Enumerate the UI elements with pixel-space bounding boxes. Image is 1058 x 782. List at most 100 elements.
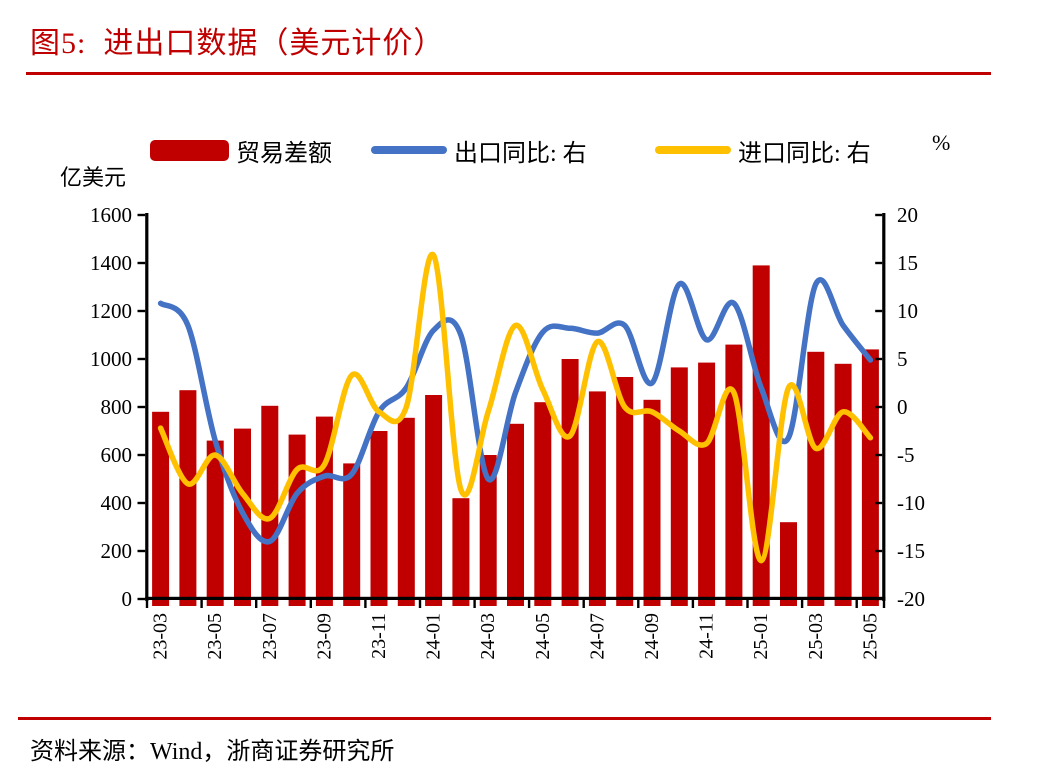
left-axis-line [145, 213, 149, 601]
left-axis-tick-label: 1400 [90, 251, 132, 275]
right-axis-tick-label: 5 [897, 347, 908, 371]
legend-label-import-yoy: 进口同比: 右 [738, 140, 871, 167]
bar-trade-balance [670, 367, 688, 606]
left-axis-tick [137, 357, 146, 361]
bar-trade-balance [725, 344, 743, 606]
right-axis-tick-label: 0 [897, 395, 908, 419]
x-axis-tick-labels: 23-03 23-05 23-07 23-09 23-11 24-01 24-03 24-05… [150, 613, 882, 660]
x-axis-tick [582, 600, 585, 608]
left-axis-tick-label: 600 [100, 443, 133, 467]
right-axis-tick-label: -15 [897, 539, 925, 563]
x-tick-label: 24-09 [641, 613, 663, 660]
bar-trade-balance [288, 434, 306, 606]
import-line-swatch-icon [655, 146, 731, 154]
bar-trade-balance [315, 416, 333, 606]
x-tick-label: 23-09 [313, 613, 335, 660]
bar-trade-balance [261, 405, 279, 606]
left-axis-tick-label: 800 [100, 395, 133, 419]
x-tick-label: 23-03 [150, 613, 172, 660]
bar-trade-balance [698, 362, 716, 606]
x-axis-tick [200, 600, 203, 608]
x-axis-tick [364, 600, 367, 608]
bar-trade-balance [152, 411, 170, 606]
right-axis-tick [875, 405, 883, 409]
right-axis-tick-label: -5 [897, 443, 915, 467]
right-axis-tick [875, 597, 883, 601]
left-axis-tick [137, 549, 146, 553]
left-axis-tick-label: 200 [100, 539, 133, 563]
x-axis-tick [691, 600, 695, 608]
title-divider-rule [26, 72, 991, 75]
x-tick-label: 24-11 [696, 613, 718, 659]
x-axis-tick [800, 600, 804, 608]
left-axis-tick-label: 1200 [90, 299, 132, 323]
x-axis-tick [527, 600, 531, 608]
x-axis-tick [473, 600, 476, 608]
right-axis-tick [875, 501, 883, 505]
left-axis-tick [137, 597, 146, 601]
right-axis-line [882, 213, 886, 601]
left-axis-tick [137, 261, 146, 265]
x-tick-label: 23-07 [259, 613, 281, 660]
bar-trade-balance [397, 417, 415, 606]
x-tick-label: 25-05 [859, 613, 881, 660]
x-tick-label: 24-05 [532, 613, 554, 660]
bar-trade-balance [479, 455, 497, 606]
bars-trade-balance [152, 265, 879, 606]
left-axis-unit-label: 亿美元 [60, 165, 127, 190]
left-axis-tick-label: 400 [100, 491, 133, 515]
right-axis-tick-label: 15 [897, 251, 918, 275]
left-axis-tick [137, 453, 146, 457]
bar-trade-balance [861, 349, 879, 606]
bar-trade-balance [452, 498, 470, 606]
footer-divider-rule [18, 717, 991, 720]
bar-trade-balance [206, 440, 224, 606]
right-axis-tick [875, 453, 883, 457]
x-axis-tick [746, 600, 749, 608]
x-tick-label: 25-03 [805, 613, 827, 660]
x-axis-line [145, 596, 886, 600]
trade-balance-swatch-icon [150, 139, 229, 161]
right-axis-tick-label: -20 [897, 587, 925, 611]
line-import-yoy [157, 251, 874, 564]
left-axis-tick [137, 309, 146, 313]
left-axis-tick-label: 1600 [90, 203, 132, 227]
x-axis-tick [145, 600, 149, 608]
x-tick-label: 24-01 [423, 613, 445, 660]
right-axis-tick-label: 10 [897, 299, 918, 323]
figure-title: 图5: 进出口数据（美元计价） [30, 27, 445, 60]
x-axis-tick [418, 600, 422, 608]
axes [137, 213, 886, 608]
x-tick-label: 24-03 [477, 613, 499, 660]
right-axis-tick [875, 549, 883, 553]
right-axis-tick [875, 309, 883, 313]
x-axis-tick [637, 600, 640, 608]
legend-label-trade-balance: 贸易差额 [236, 140, 332, 167]
bar-trade-balance [780, 522, 797, 606]
left-axis-tick [137, 405, 146, 409]
export-line-swatch-icon [371, 146, 447, 154]
legend-item-export-yoy: 出口同比: 右 [371, 135, 587, 167]
left-axis-tick-label: 0 [121, 587, 133, 611]
bar-trade-balance [752, 265, 770, 606]
x-axis-tick [855, 600, 858, 608]
bar-trade-balance [343, 463, 361, 606]
bar-trade-balance [370, 431, 388, 606]
left-axis-tick [137, 501, 146, 505]
source-attribution: 资料来源：Wind，浙商证券研究所 [30, 739, 395, 765]
bar-trade-balance [588, 391, 606, 606]
right-axis-tick-label: -10 [897, 491, 925, 515]
right-axis-unit-label: % [932, 130, 951, 155]
right-axis-tick [875, 213, 883, 217]
bar-trade-balance [643, 399, 661, 606]
x-axis-tick [255, 600, 258, 608]
bar-trade-balance [807, 351, 825, 606]
x-tick-label: 24-07 [586, 613, 608, 660]
x-axis-tick [882, 600, 886, 608]
right-axis-tick [875, 261, 883, 265]
bar-trade-balance [534, 402, 552, 606]
bar-trade-balance [561, 359, 579, 606]
bar-trade-balance [616, 377, 634, 606]
